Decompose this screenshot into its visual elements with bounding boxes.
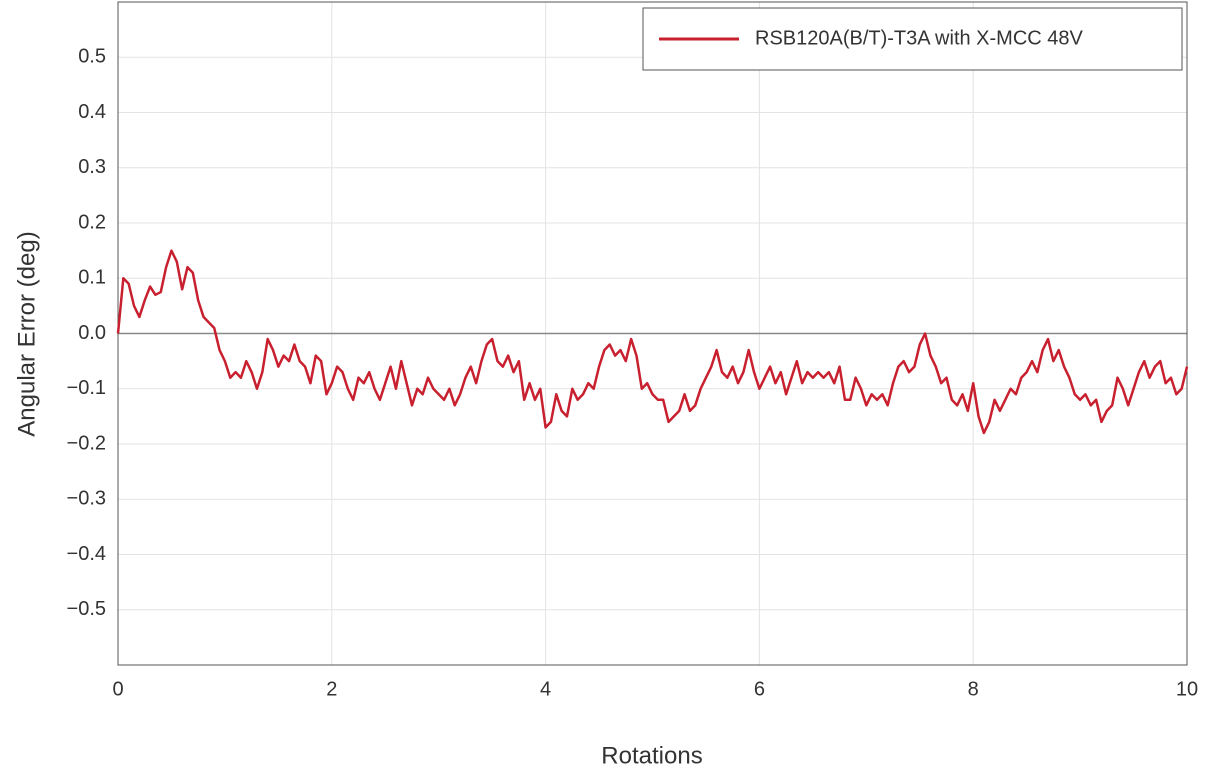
y-tick-label: 0.2 [78,211,106,233]
legend-label: RSB120A(B/T)-T3A with X-MCC 48V [755,27,1084,49]
y-tick-label: 0.1 [78,267,106,289]
y-tick-label: 0.3 [78,156,106,178]
x-tick-label: 6 [754,678,765,700]
x-tick-label: 8 [968,678,979,700]
y-tick-label: −0.1 [67,377,106,399]
y-tick-label: −0.4 [67,543,106,565]
x-axis-label: Rotations [601,742,702,769]
x-tick-label: 4 [540,678,551,700]
y-axis-label: Angular Error (deg) [13,231,40,436]
x-tick-label: 10 [1176,678,1198,700]
y-tick-label: −0.5 [67,598,106,620]
x-tick-label: 2 [326,678,337,700]
y-tick-label: −0.2 [67,432,106,454]
y-tick-label: −0.3 [67,488,106,510]
legend: RSB120A(B/T)-T3A with X-MCC 48V [642,7,1183,71]
data-line [116,249,1189,435]
y-tick-label: 0.4 [78,101,106,123]
x-tick-label: 0 [112,678,123,700]
y-tick-label: 0.5 [78,46,106,68]
y-tick-label: 0.0 [78,322,106,344]
